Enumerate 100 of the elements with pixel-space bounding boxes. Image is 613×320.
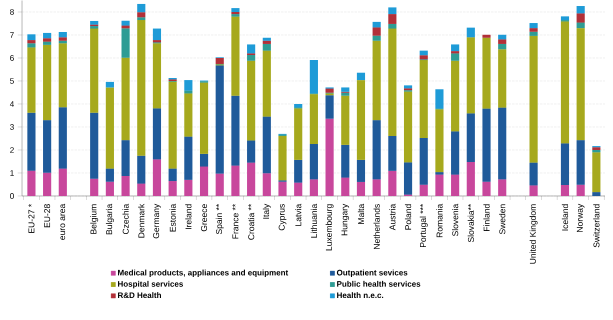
bar [404,162,412,195]
bar [152,108,162,160]
bar [106,168,114,182]
x-tick-label: Estonia [170,204,176,232]
x-tick-label: EU-28 [44,204,50,228]
x-tick-label: EU-27 * [28,204,34,233]
bar [435,89,444,109]
bar [498,39,506,44]
bar [58,40,67,44]
bar [466,28,475,38]
bar [420,184,428,196]
x-tick-label: Italy [262,204,271,219]
bar [122,26,130,28]
bar [372,27,381,36]
bar [341,178,350,196]
bar [294,182,302,196]
bar [231,166,240,196]
bar [560,16,570,20]
bar [388,136,396,171]
bar [530,162,538,186]
x-tick-label: Belgium [90,204,98,234]
x-tick-label: Spain ** [216,204,224,234]
bar [247,55,256,61]
bar [356,182,366,196]
x-tick-label: Austria [389,204,396,230]
x-tick-label: Poland [404,204,412,230]
bar [341,96,350,145]
bar [404,85,412,88]
bar [58,168,67,196]
x-tick-label: Ireland [185,204,192,229]
x-tick-label: Greece [201,204,208,232]
bar [388,14,396,24]
bar [356,80,366,160]
bar [231,96,240,166]
bar [200,154,208,167]
bar [152,159,162,196]
bar [576,184,585,196]
bar [451,44,460,52]
bar [420,138,428,185]
bar [58,43,67,108]
bar [43,38,52,42]
bar [184,93,192,137]
bar [372,36,381,41]
bar [43,172,52,196]
bar [137,156,146,184]
bar [43,32,52,38]
bar [310,179,318,196]
bar [326,88,334,93]
bar [482,34,491,38]
bar [372,179,381,196]
bar [122,20,130,26]
bar [262,50,271,117]
y-tick-label: 7 [10,32,14,38]
bar [576,6,585,14]
bar [530,32,538,36]
bar [122,140,130,176]
y-tick-label: 2 [10,147,14,153]
bar [90,26,98,29]
x-tick-label: Netherlands [374,204,380,249]
bar [27,34,36,40]
bar [356,72,366,80]
x-tick-label: Sweden [499,204,506,234]
bar [184,136,192,180]
bar [388,28,396,136]
bar [58,107,67,169]
bar [404,92,412,162]
bar [137,184,146,196]
legend-label: R&D Health [118,292,161,298]
bar [466,162,475,196]
bar [420,55,428,60]
x-tick-label: Bulgaria [106,204,114,234]
bar [435,174,444,196]
bar [388,24,396,29]
bar [466,37,475,114]
x-tick-label: Czechia [122,204,129,234]
bar [184,90,192,94]
bar [294,108,302,160]
bar [310,60,318,94]
bar [106,88,114,169]
x-tick-label: Malta [358,204,364,224]
bar [326,95,334,119]
bar [122,176,130,196]
bar [420,50,428,56]
bar [58,37,67,41]
bar [498,34,506,40]
bar [341,144,350,178]
x-tick-label: Croatia ** [248,204,254,240]
bar [388,7,396,14]
bar [216,65,224,174]
bar [420,60,428,138]
bar [435,109,444,172]
bar [482,182,491,196]
bar [216,174,224,196]
bar [310,144,318,180]
bar [168,82,177,169]
legend-label: Medical products, appliances and equipment [118,270,288,278]
bar [498,49,506,108]
bar [576,13,585,23]
bar [247,162,256,196]
bar [451,53,460,61]
